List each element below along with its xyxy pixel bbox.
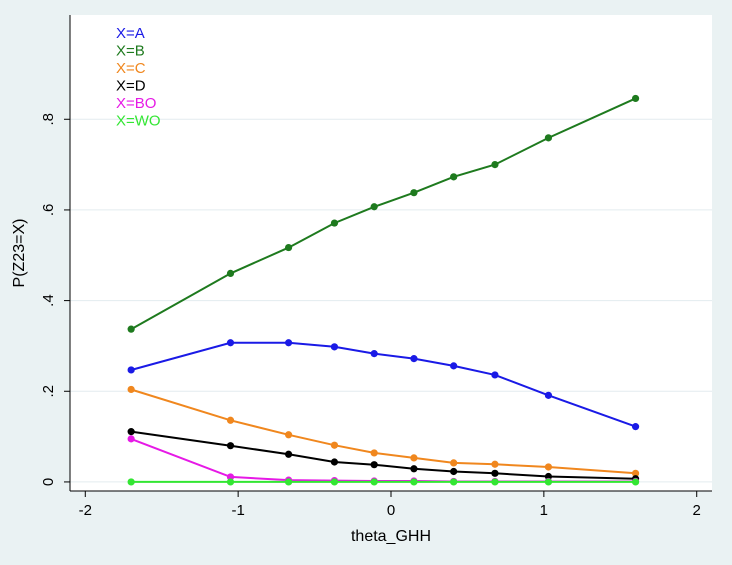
data-point-5-7 [491,478,499,486]
data-point-5-9 [631,478,640,486]
data-point-1-0 [127,325,135,333]
data-point-5-6 [450,478,458,486]
data-point-1-1 [226,269,235,277]
y-tick-label-2: .4 [40,294,57,307]
data-point-1-2 [284,243,293,252]
series-5 [127,478,640,486]
x-tick-label-3: 1 [540,502,548,519]
x-axis-ticks: -2 -1 0 1 2 [79,491,701,519]
x-tick-label-4: 2 [693,502,701,519]
data-point-1-9 [631,94,640,103]
data-point-2-3 [330,441,339,449]
series-2 [127,385,640,477]
data-point-0-0 [127,366,135,374]
data-point-2-8 [544,463,553,471]
data-point-1-4 [370,203,378,211]
plot-area [70,15,712,491]
x-axis-title: theta_GHH [351,528,431,545]
data-point-0-4 [370,350,378,358]
data-point-3-6 [450,467,458,476]
data-point-0-3 [330,343,339,351]
data-point-0-2 [284,339,293,347]
data-point-5-5 [410,478,418,486]
data-point-1-7 [491,161,499,169]
series-line-1 [130,97,637,331]
data-point-3-5 [410,465,418,473]
y-tick-label-1: .2 [40,385,57,398]
data-point-5-2 [284,478,293,486]
y-axis-ticks: 0 .2 .4 .6 .8 [40,113,70,486]
series-layer [127,94,640,486]
series-1 [127,94,640,333]
data-point-0-1 [226,339,235,347]
legend-item-5: X=WO [116,113,161,130]
y-axis-title: P(Z23=X) [11,219,28,288]
legend-item-2: X=C [116,60,146,77]
data-point-5-8 [544,478,553,486]
data-point-3-8 [544,472,553,481]
x-tick-label-0: -2 [79,502,92,519]
data-point-3-1 [226,442,235,450]
data-point-0-9 [631,423,640,431]
data-point-5-1 [226,478,235,486]
data-point-3-4 [370,461,378,469]
x-tick-label-1: -1 [231,502,244,519]
y-tick-label-3: .6 [40,204,57,217]
data-point-2-9 [631,469,640,477]
data-point-3-0 [127,428,135,436]
data-point-1-3 [330,219,339,227]
data-point-1-6 [450,173,458,181]
data-point-0-5 [410,355,418,363]
data-point-0-6 [450,362,458,370]
data-point-2-1 [226,416,235,424]
legend: X=AX=BX=CX=DX=BOX=WO [116,25,161,130]
data-point-3-7 [491,469,499,477]
legend-item-3: X=D [116,78,146,95]
data-point-3-3 [330,458,339,466]
data-point-1-5 [410,189,418,197]
series-line-2 [130,388,636,475]
data-point-5-4 [370,478,378,486]
data-point-4-1 [226,473,235,481]
series-0 [127,339,640,431]
x-tick-label-2: 0 [387,502,395,519]
data-point-0-7 [491,371,499,379]
data-point-0-8 [544,391,553,399]
data-point-2-2 [284,431,293,439]
y-tick-label-4: .8 [40,113,57,126]
legend-item-4: X=BO [116,95,156,112]
data-point-3-2 [284,450,293,458]
data-point-4-0 [127,435,135,443]
data-point-5-0 [127,478,135,486]
series-line-0 [130,341,636,428]
legend-item-0: X=A [116,25,145,42]
y-tick-label-0: 0 [40,478,57,486]
data-point-2-4 [370,449,378,457]
data-point-2-6 [450,459,458,467]
data-point-2-0 [127,385,135,394]
data-point-2-5 [410,454,418,462]
series-line-3 [130,430,636,480]
legend-item-1: X=B [116,43,145,60]
data-point-2-7 [491,460,499,468]
data-point-5-3 [330,478,339,486]
data-point-1-8 [544,134,553,142]
